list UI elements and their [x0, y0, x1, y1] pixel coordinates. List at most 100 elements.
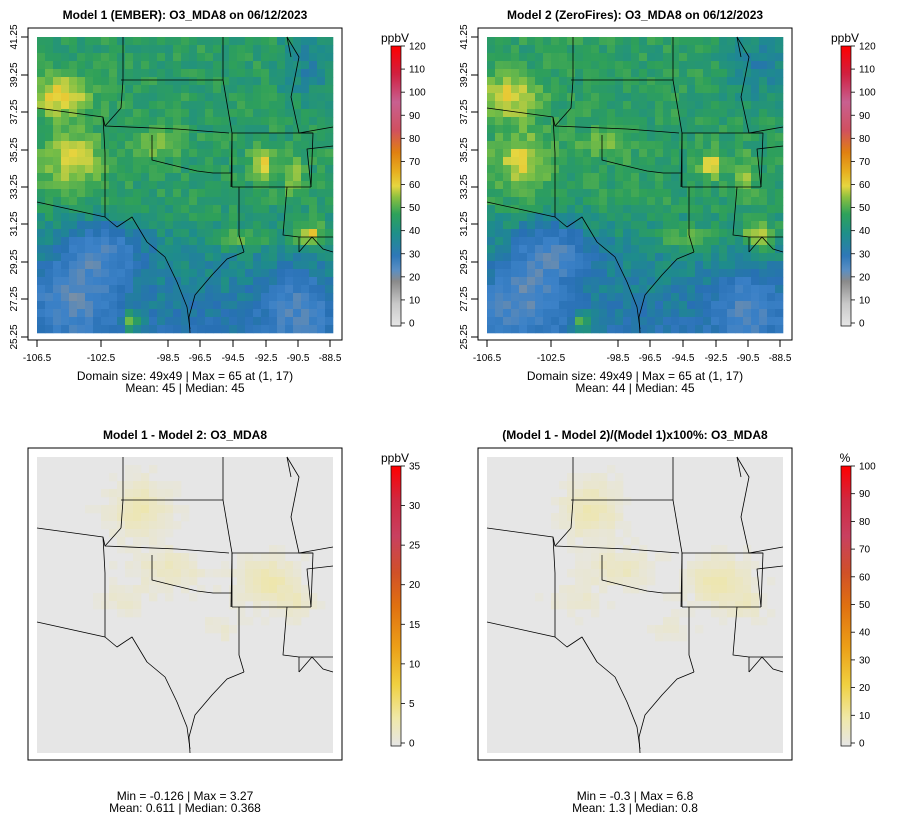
field-cell — [679, 221, 688, 230]
field-cell — [551, 237, 560, 246]
field-cell — [69, 317, 78, 326]
field-cell — [117, 85, 126, 94]
field-cell — [125, 93, 134, 102]
field-cell — [197, 245, 206, 254]
field-cell — [655, 117, 664, 126]
field-cell — [125, 585, 134, 594]
field-cell — [735, 309, 744, 318]
field-cell — [751, 317, 760, 326]
field-cell — [623, 101, 632, 110]
field-cell — [61, 293, 70, 302]
field-cell — [229, 293, 238, 302]
field-cell — [527, 197, 536, 206]
field-cell — [69, 165, 78, 174]
field-cell — [237, 285, 246, 294]
field-cell — [205, 109, 214, 118]
field-cell — [599, 149, 608, 158]
field-cell — [575, 101, 584, 110]
field-cell — [245, 245, 254, 254]
field-cell — [61, 37, 70, 46]
field-cell — [69, 37, 78, 46]
field-cell — [149, 317, 158, 326]
field-cell — [543, 141, 552, 150]
field-cell — [599, 165, 608, 174]
field-cell — [141, 317, 150, 326]
field-cell — [285, 293, 294, 302]
field-cell — [687, 157, 696, 166]
field-cell — [719, 149, 728, 158]
field-cell — [623, 237, 632, 246]
field-cell — [213, 189, 222, 198]
field-cell — [679, 229, 688, 238]
state-boundary-line — [104, 636, 191, 750]
field-cell — [325, 181, 334, 190]
field-cell — [237, 61, 246, 70]
field-cell — [309, 109, 318, 118]
field-cell — [607, 229, 616, 238]
field-cell — [221, 221, 230, 230]
field-cell — [285, 125, 294, 134]
field-cell — [261, 197, 270, 206]
field-cell — [245, 569, 254, 578]
field-cell — [607, 513, 616, 522]
panel2-y-axis: 41.2539.2537.2535.2533.2531.2529.2527.25… — [459, 24, 478, 350]
field-cell — [695, 213, 704, 222]
field-cell — [623, 293, 632, 302]
field-cell — [591, 593, 600, 602]
field-cell — [45, 237, 54, 246]
field-cell — [93, 109, 102, 118]
field-cell — [711, 309, 720, 318]
field-cell — [695, 45, 704, 54]
field-cell — [751, 157, 760, 166]
field-cell — [229, 261, 238, 270]
field-cell — [253, 317, 262, 326]
field-cell — [751, 133, 760, 142]
field-cell — [301, 277, 310, 286]
field-cell — [173, 197, 182, 206]
field-cell — [687, 173, 696, 182]
field-cell — [229, 317, 238, 326]
panel3-colorbar-unit: ppbV — [381, 451, 409, 465]
field-cell — [197, 189, 206, 198]
field-cell — [607, 45, 616, 54]
field-cell — [317, 213, 326, 222]
field-cell — [743, 261, 752, 270]
field-cell — [317, 181, 326, 190]
field-cell — [269, 101, 278, 110]
field-cell — [317, 85, 326, 94]
field-cell — [101, 261, 110, 270]
field-cell — [711, 545, 720, 554]
field-cell — [487, 221, 496, 230]
field-cell — [77, 269, 86, 278]
field-cell — [663, 117, 672, 126]
field-cell — [133, 93, 142, 102]
field-cell — [679, 577, 688, 586]
field-cell — [125, 165, 134, 174]
field-cell — [117, 585, 126, 594]
field-cell — [695, 569, 704, 578]
field-cell — [173, 53, 182, 62]
field-cell — [687, 221, 696, 230]
field-cell — [575, 205, 584, 214]
field-cell — [663, 325, 672, 334]
field-cell — [293, 237, 302, 246]
field-cell — [309, 69, 318, 78]
field-cell — [527, 309, 536, 318]
field-cell — [615, 149, 624, 158]
field-cell — [519, 37, 528, 46]
field-cell — [623, 229, 632, 238]
field-cell — [245, 309, 254, 318]
field-cell — [293, 101, 302, 110]
field-cell — [551, 245, 560, 254]
field-cell — [157, 301, 166, 310]
field-cell — [735, 229, 744, 238]
field-cell — [767, 53, 776, 62]
field-cell — [751, 77, 760, 86]
field-cell — [189, 253, 198, 262]
field-cell — [309, 77, 318, 86]
field-cell — [695, 593, 704, 602]
field-cell — [495, 85, 504, 94]
field-cell — [767, 173, 776, 182]
field-cell — [759, 301, 768, 310]
field-cell — [149, 561, 158, 570]
